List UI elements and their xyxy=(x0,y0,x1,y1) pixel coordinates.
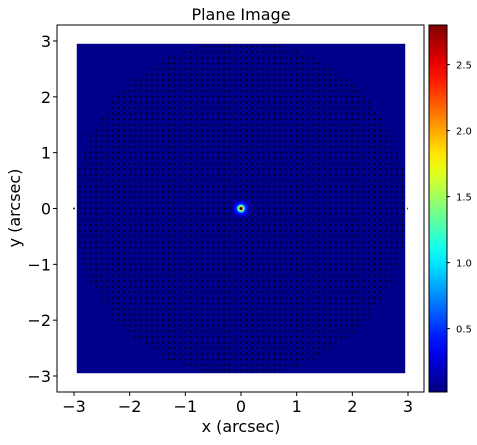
chart-title: Plane Image xyxy=(191,5,290,24)
colorbar-tick-label: 0.5 xyxy=(456,325,472,336)
y-tick-label: −1 xyxy=(27,255,51,274)
y-tick-label: 2 xyxy=(41,88,51,107)
y-tick-label: −2 xyxy=(27,311,51,330)
colorbar-axis: 0.5 1.0 1.5 2.0 2.5 xyxy=(447,61,472,336)
x-axis: −3 −2 −1 0 1 2 3 xyxy=(62,392,413,416)
colorbar-tick-label: 2.0 xyxy=(456,127,472,138)
y-tick-label: 1 xyxy=(41,144,51,163)
source-layer xyxy=(231,198,251,219)
y-axis-label: y (arcsec) xyxy=(5,169,24,248)
y-axis: −3 −2 −1 0 1 2 3 xyxy=(27,32,57,386)
x-axis-label: x (arcsec) xyxy=(202,417,281,436)
y-tick-label: −3 xyxy=(27,367,51,386)
x-tick-label: 2 xyxy=(347,397,357,416)
colorbar-tick-label: 2.5 xyxy=(456,61,472,72)
source-center-mark xyxy=(239,207,243,210)
x-tick-label: 1 xyxy=(292,397,302,416)
colorbar-tick-label: 1.0 xyxy=(456,259,472,270)
x-tick-label: 0 xyxy=(236,397,246,416)
grid-mask-layer xyxy=(73,45,408,372)
colorbar xyxy=(428,24,448,393)
x-tick-label: 3 xyxy=(403,397,413,416)
x-tick-label: −1 xyxy=(174,397,198,416)
x-tick-label: −3 xyxy=(62,397,86,416)
y-tick-label: 0 xyxy=(41,200,51,219)
y-tick-label: 3 xyxy=(41,32,51,51)
x-tick-label: −2 xyxy=(118,397,142,416)
colorbar-tick-label: 1.5 xyxy=(456,193,472,204)
